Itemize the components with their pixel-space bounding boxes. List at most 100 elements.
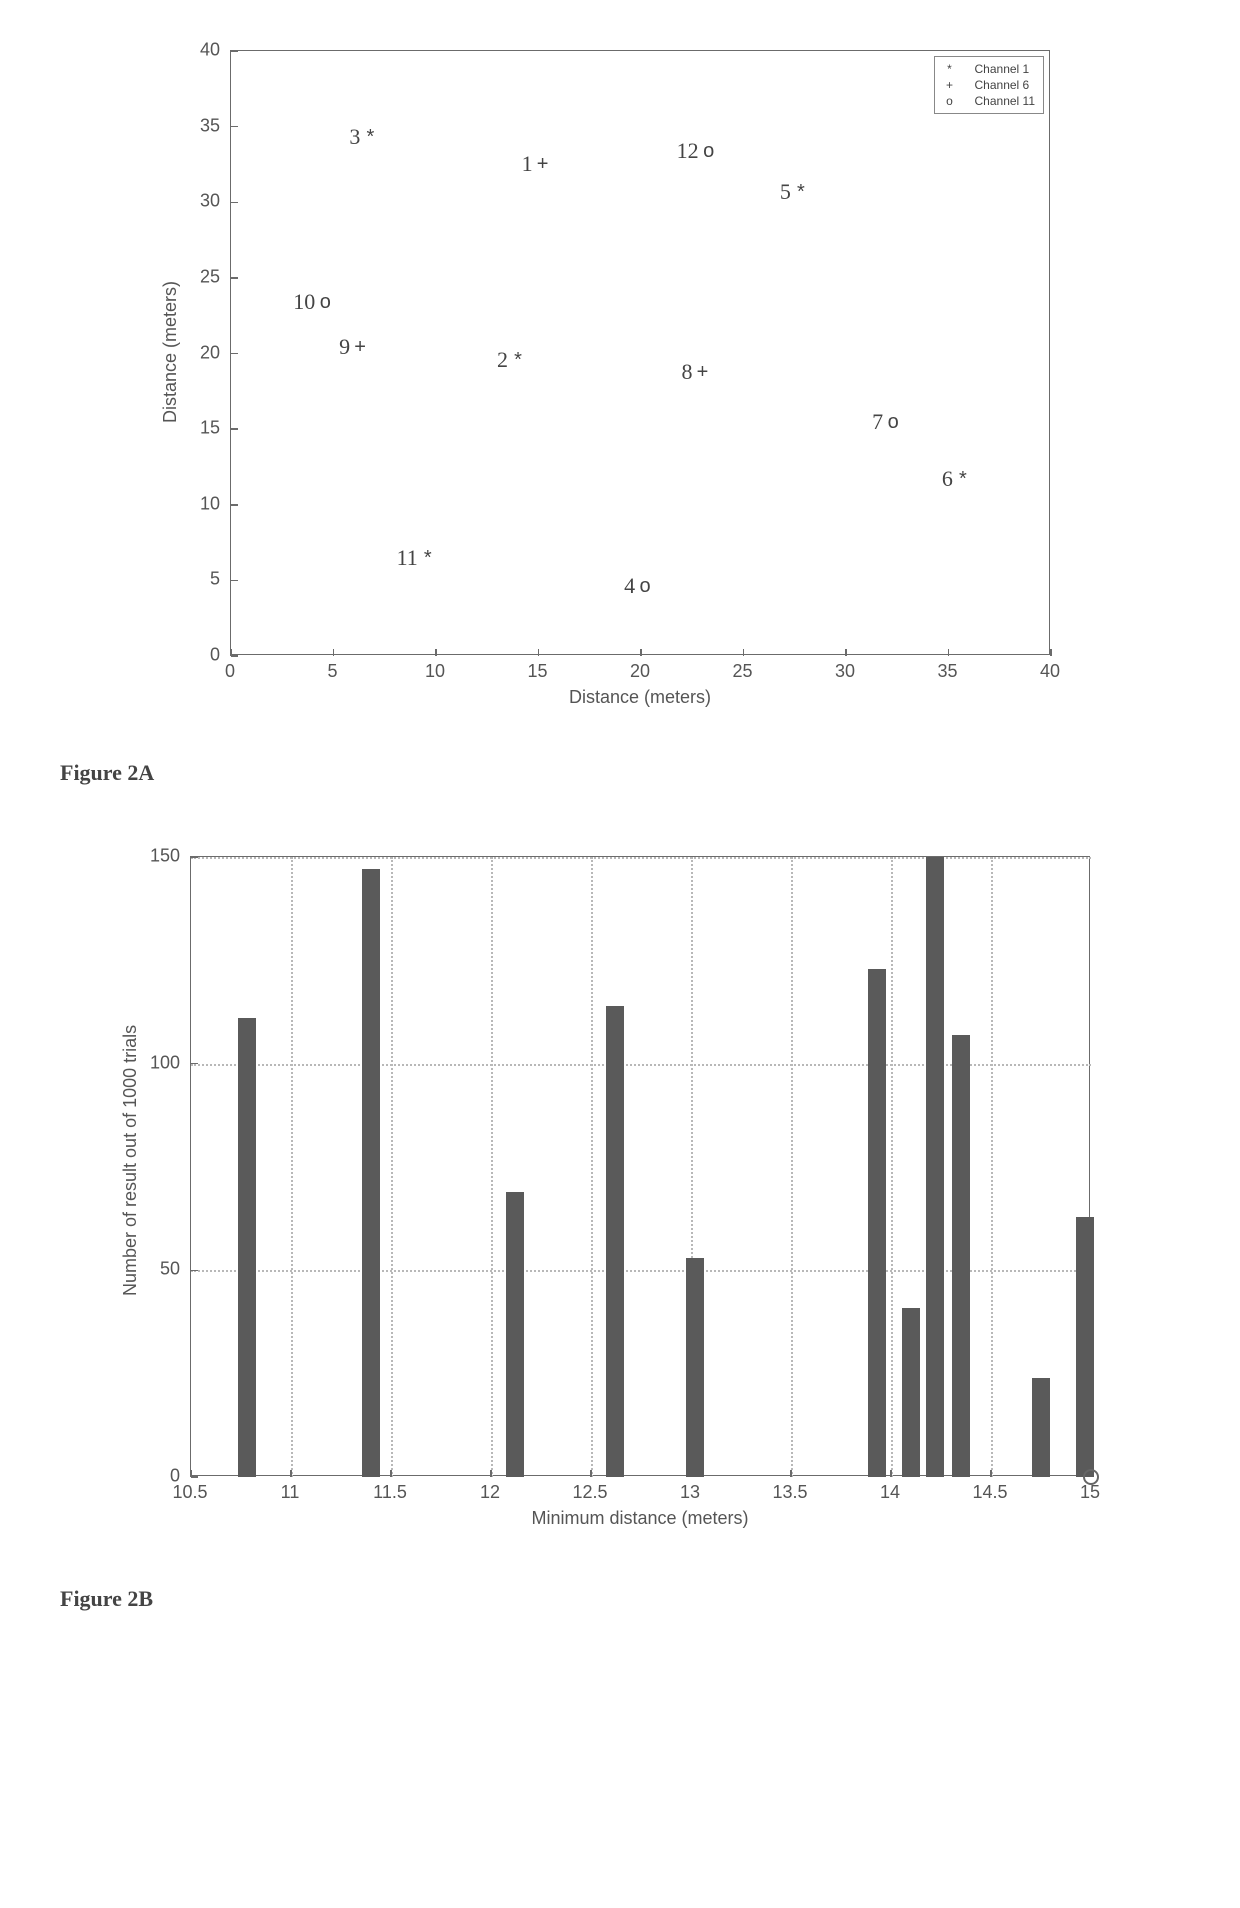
figure-2a-caption: Figure 2A — [60, 760, 1180, 786]
bar — [362, 869, 380, 1477]
x-tick — [790, 1470, 792, 1477]
x-tick — [490, 1470, 492, 1477]
legend-item-label: Channel 11 — [975, 93, 1036, 109]
y-tick-label: 50 — [160, 1259, 180, 1280]
scatter-point: + — [537, 154, 549, 174]
y-tick-label: 35 — [200, 115, 220, 136]
y-tick — [231, 126, 238, 128]
legend-row: *Channel 1 — [943, 61, 1036, 77]
scatter-point-label: 2 — [497, 347, 508, 373]
scatter-point: * — [424, 548, 432, 568]
bar — [868, 969, 886, 1477]
bar — [1032, 1378, 1050, 1477]
scatter-point: o — [320, 292, 331, 312]
x-tick — [390, 1470, 392, 1477]
x-tick-label: 5 — [327, 661, 337, 682]
y-tick-label: 5 — [210, 569, 220, 590]
scatter-point: o — [888, 412, 899, 432]
scatter-point-label: 9 — [339, 334, 350, 360]
y-tick — [191, 1270, 198, 1272]
x-tick — [890, 1470, 892, 1477]
bar-chart: 05010015010.51111.51212.51313.51414.515M… — [100, 846, 1140, 1566]
x-tick-label: 15 — [527, 661, 547, 682]
x-tick — [435, 649, 437, 656]
y-axis-label: Number of result out of 1000 trials — [120, 1025, 141, 1296]
x-tick-label: 11 — [281, 1482, 300, 1503]
y-tick-label: 150 — [150, 846, 180, 867]
legend-row: + Channel 6 — [943, 77, 1036, 93]
scatter-point-label: 1 — [522, 151, 533, 177]
grid-line-v — [591, 857, 593, 1477]
y-tick-label: 0 — [210, 645, 220, 666]
figure-2b-caption: Figure 2B — [60, 1586, 1180, 1612]
bar — [902, 1308, 920, 1477]
x-tick-label: 11.5 — [373, 1482, 407, 1503]
x-tick-label: 12 — [480, 1482, 500, 1503]
scatter-chart: +1 *2 *3 o4 *5 *6 o7 +8 +9 o10 *11 o12 0… — [140, 40, 1100, 740]
x-tick-label: 25 — [732, 661, 752, 682]
scatter-point: o — [640, 576, 651, 596]
legend-row: oChannel 11 — [943, 93, 1036, 109]
x-tick — [743, 649, 745, 656]
scatter-point: + — [354, 337, 366, 357]
y-tick-label: 100 — [150, 1052, 180, 1073]
bar — [952, 1035, 970, 1477]
x-tick-label: 13.5 — [772, 1482, 807, 1503]
legend-marker-icon: + — [943, 77, 957, 93]
legend-item-label: Channel 6 — [975, 77, 1030, 93]
y-tick — [231, 202, 238, 204]
x-tick-label: 10.5 — [172, 1482, 207, 1503]
scatter-point-label: 12 — [677, 138, 699, 164]
x-tick — [990, 1470, 992, 1477]
scatter-point: * — [959, 469, 967, 489]
x-tick-label: 14 — [880, 1482, 900, 1503]
scatter-point: * — [797, 182, 805, 202]
bar — [926, 857, 944, 1477]
x-tick — [590, 1470, 592, 1477]
scatter-point: * — [514, 350, 522, 370]
y-tick-label: 25 — [200, 266, 220, 287]
x-tick-label: 20 — [630, 661, 650, 682]
scatter-point-label: 8 — [682, 359, 693, 385]
y-tick — [231, 277, 238, 279]
bar-plot-area — [190, 856, 1090, 1476]
scatter-point: * — [366, 127, 374, 147]
x-tick — [1050, 649, 1052, 656]
scatter-point-label: 5 — [780, 179, 791, 205]
y-tick-label: 20 — [200, 342, 220, 363]
bar — [606, 1006, 624, 1477]
scatter-plot-area: +1 *2 *3 o4 *5 *6 o7 +8 +9 o10 *11 o12 — [230, 50, 1050, 655]
x-tick-label: 10 — [425, 661, 445, 682]
y-tick — [191, 856, 198, 858]
x-axis-label: Distance (meters) — [569, 687, 711, 708]
bar — [686, 1258, 704, 1477]
y-tick — [231, 353, 238, 355]
y-tick-label: 15 — [200, 418, 220, 439]
y-tick — [231, 580, 238, 582]
y-tick — [231, 50, 238, 52]
x-tick — [290, 1470, 292, 1477]
grid-line-v — [391, 857, 393, 1477]
scatter-point-label: 10 — [293, 289, 315, 315]
y-tick-label: 40 — [200, 40, 220, 61]
scatter-point: + — [697, 362, 709, 382]
figure-2b-block: 05010015010.51111.51212.51313.51414.515M… — [60, 846, 1180, 1612]
grid-line-v — [491, 857, 493, 1477]
y-axis-label: Distance (meters) — [160, 280, 181, 422]
scatter-point: o — [703, 141, 714, 161]
y-tick-label: 10 — [200, 493, 220, 514]
y-tick — [191, 1063, 198, 1065]
x-tick-label: 0 — [225, 661, 235, 682]
x-tick — [845, 649, 847, 656]
x-tick-label: 14.5 — [972, 1482, 1007, 1503]
x-tick-label: 13 — [680, 1482, 700, 1503]
y-tick — [191, 1476, 198, 1478]
x-tick — [948, 649, 950, 656]
grid-line-h — [191, 857, 1091, 859]
scatter-point-label: 3 — [349, 124, 360, 150]
x-tick-label: 15 — [1080, 1482, 1100, 1503]
x-tick-label: 12.5 — [572, 1482, 607, 1503]
x-tick-label: 30 — [835, 661, 855, 682]
y-tick — [231, 428, 238, 430]
x-tick — [640, 649, 642, 656]
